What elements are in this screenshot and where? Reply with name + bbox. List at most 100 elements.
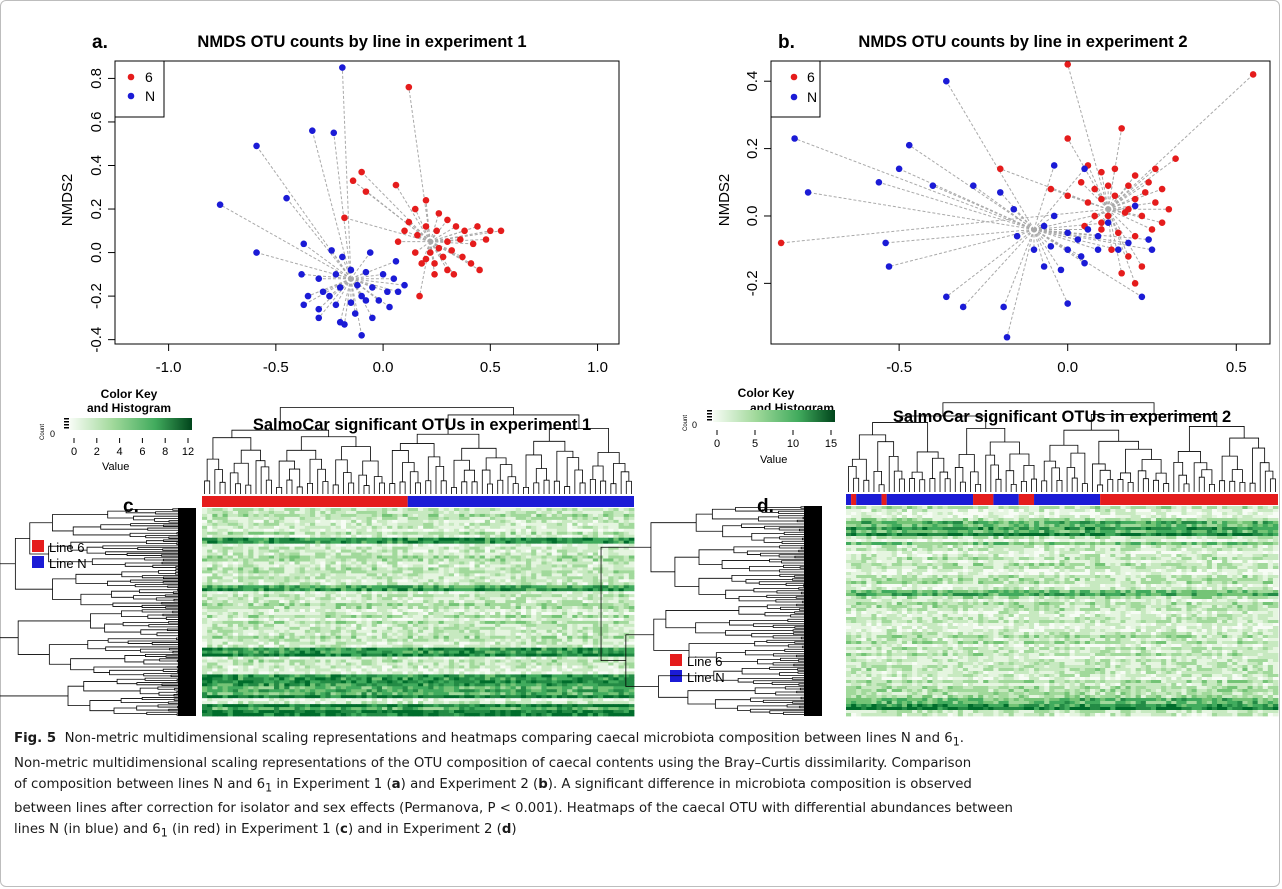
spider-line [361,171,431,243]
heatmap-cell [613,570,619,574]
key-tick-label: 12 [182,446,194,458]
heatmap-cell [397,623,403,628]
heatmap-cell [217,594,223,598]
heatmap-cell [562,650,568,654]
heatmap-cell [279,638,285,643]
heatmap-cell [618,543,625,548]
key-tick-label: 0 [71,446,77,458]
heatmap-cell [520,528,527,533]
heatmap-cell [438,609,445,613]
heatmap-cell [340,576,347,580]
heatmap-cell [207,528,213,533]
heatmap-cell [526,632,532,637]
heatmap-cell [438,644,445,649]
heatmap-cell [238,609,244,613]
heatmap-cell [428,659,434,663]
heatmap-cell [268,603,275,607]
heatmap-cell [382,579,388,583]
heatmap-cell [335,519,342,524]
heatmap-cell [546,528,553,533]
heatmap-cell [279,620,285,625]
heatmap-cell [248,531,254,536]
heatmap-cell [202,597,208,601]
heatmap-cell [222,617,229,622]
heatmap-cell [253,540,259,545]
heatmap-cell [294,650,301,654]
heatmap-cell [428,576,434,580]
heatmap-cell [361,546,367,550]
heatmap-cell [448,543,455,548]
heatmap-cell [227,549,234,553]
spider-line [1033,228,1149,241]
heatmap-cell [526,531,532,536]
heatmap-cell [572,588,578,592]
heatmap-cell [454,537,460,542]
heatmap-cell [212,510,218,515]
heatmap-cell [351,609,357,613]
heatmap-cell [438,579,445,583]
heatmap-cell [587,585,594,589]
heatmap-cell [479,543,486,548]
heatmap-cell [279,564,285,568]
heatmap-cell [356,510,362,515]
heatmap-cell [222,534,229,539]
heatmap-cell [268,626,275,631]
heatmap-cell [387,540,393,545]
dendrogram-branch [625,480,632,494]
heatmap-cell [346,656,352,660]
heatmap-cell [263,650,270,654]
heatmap-cell [438,570,445,574]
heatmap-cell [505,508,511,512]
point-line-n [379,271,387,278]
heatmap-cell [526,537,532,542]
heatmap-cell [433,617,439,622]
heatmap-cell [541,623,547,628]
heatmap-cell [207,653,213,657]
dendrogram-branch [309,458,322,484]
point-line-6 [1098,226,1105,233]
dendrogram-branch [461,481,468,494]
point-line-n [791,135,798,142]
heatmap-cell [202,513,208,518]
heatmap-cell [387,531,393,536]
heatmap-cell [438,597,445,601]
heatmap-cell [510,549,517,553]
heatmap-cell [299,564,306,568]
heatmap-cell [299,597,306,601]
heatmap-cell [454,576,460,580]
heatmap-cell [556,570,563,574]
heatmap-cell [253,623,259,628]
heatmap-cell [443,555,450,559]
heatmap-cell [356,508,362,512]
heatmap-cell [274,582,280,586]
heatmap-cell [531,585,537,589]
heatmap-cell [551,591,558,595]
heatmap-cell [433,567,439,571]
heatmap-cell [304,594,311,598]
heatmap-cell [623,653,630,657]
point-line-6 [418,260,425,267]
heatmap-cell [315,579,321,583]
heatmap-cell [412,525,419,530]
heatmap-cell [536,567,542,571]
x-tick-label: 0.5 [480,359,501,376]
heatmap-cell [520,653,527,657]
heatmap-cell [520,644,527,649]
heatmap-cell [268,594,275,598]
heatmap-cell [541,650,547,654]
heatmap-cell [479,558,486,562]
heatmap-cell [361,614,367,619]
dendrogram-branch [391,450,409,484]
dendrogram-branch [335,459,348,485]
heatmap-cell [402,576,409,580]
heatmap-cell [433,573,439,577]
heatmap-cell [572,606,578,610]
heatmap-cell [582,650,589,654]
heatmap-cell [454,606,460,610]
heatmap-cell [253,573,259,577]
heatmap-cell [459,650,465,654]
heatmap-cell [304,614,311,619]
heatmap-cell [397,558,403,562]
heatmap-cell [628,582,635,586]
heatmap-cell [454,653,460,657]
